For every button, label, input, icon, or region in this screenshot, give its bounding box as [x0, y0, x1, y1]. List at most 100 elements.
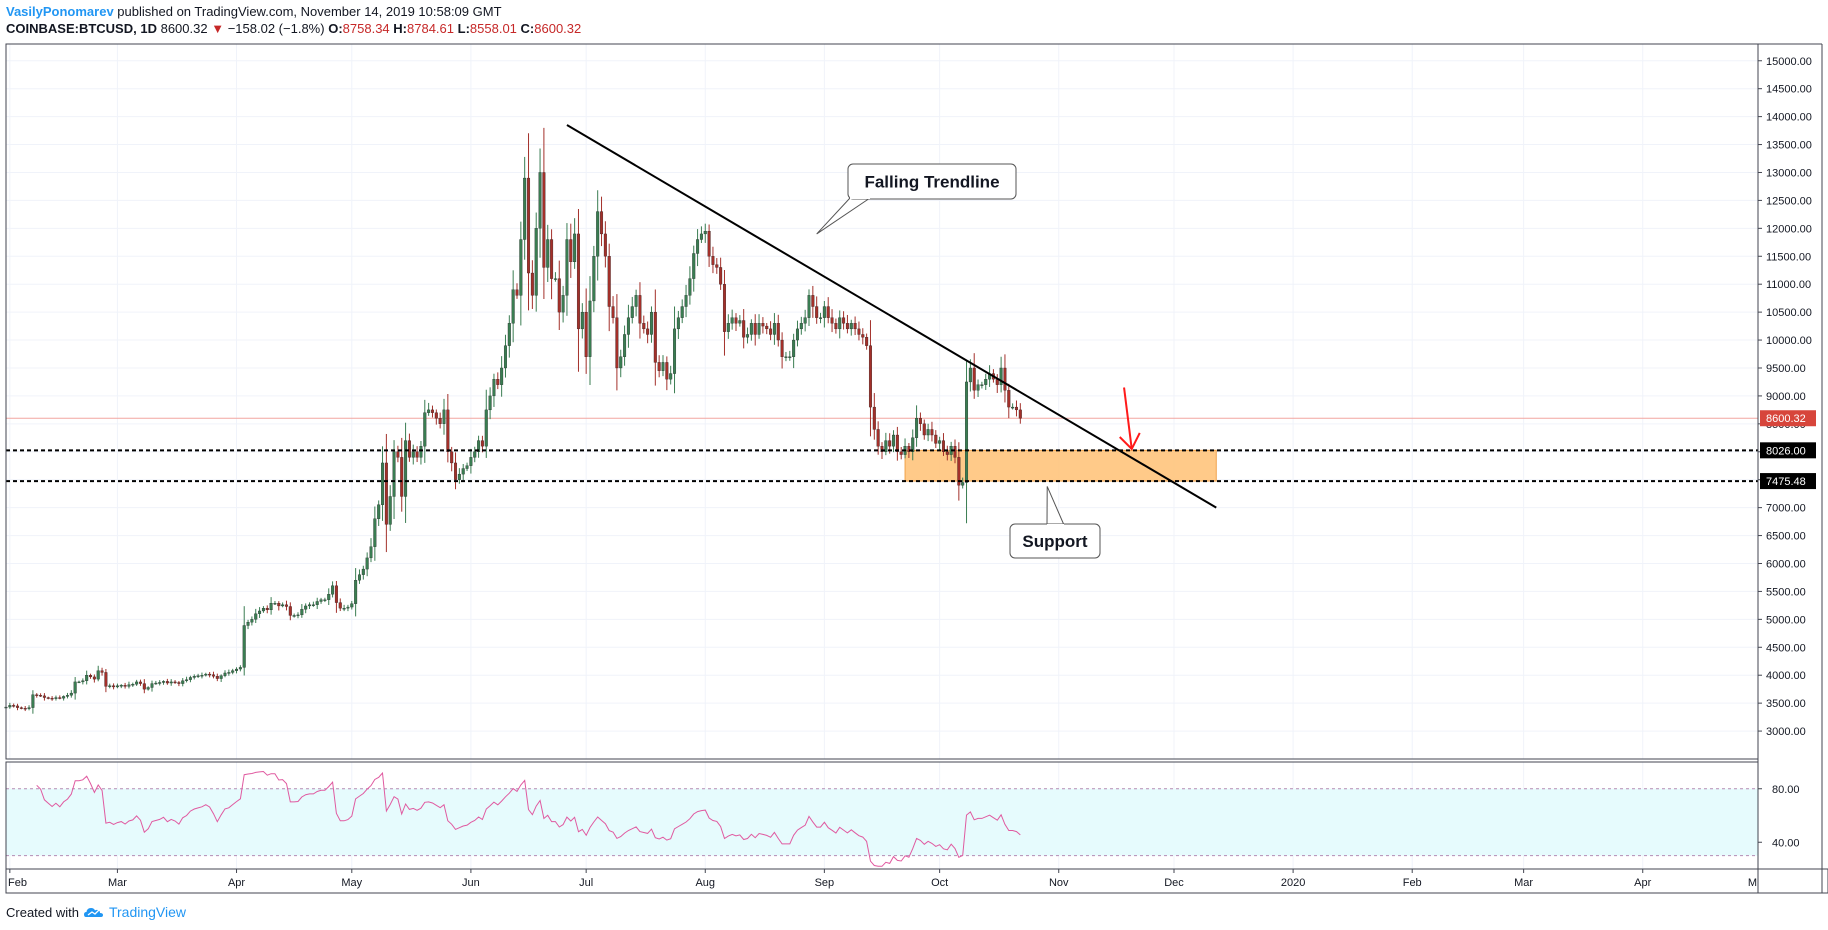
candle-body [16, 705, 20, 708]
time-scale-border [5, 868, 1828, 894]
candle-body [649, 311, 653, 335]
falling-trendline-label[interactable]: Falling Trendline [816, 163, 1017, 235]
candle [565, 223, 569, 316]
candle-body [108, 685, 112, 687]
candle [361, 565, 365, 580]
support-label[interactable]: Support [1009, 486, 1101, 559]
candle [85, 670, 89, 685]
candle-body [746, 334, 750, 338]
symbol-label[interactable]: COINBASE:BTCUSD, 1D [6, 21, 157, 36]
price-change: −158.02 (−1.8%) [227, 21, 325, 36]
candle [561, 285, 565, 323]
candle-body [980, 384, 984, 386]
falling-trendline[interactable] [566, 124, 1217, 509]
price-tick-label: 9500.00 [1766, 363, 1806, 375]
candle [39, 693, 43, 697]
candle-body [327, 594, 331, 600]
candle [895, 426, 899, 461]
candle-body [196, 675, 200, 677]
candle [688, 266, 692, 305]
candle [365, 552, 369, 577]
candle [8, 702, 12, 709]
candle [54, 695, 58, 701]
rsi-tick-label: 80.00 [1772, 784, 1800, 796]
time-axis[interactable]: Feb Mar Apr May Jun Jul Aug Sep Oct Nov Dec 2020 Feb… [8, 869, 1759, 889]
candle-body [430, 409, 434, 413]
candle-body [342, 608, 346, 610]
candle-body [250, 619, 254, 623]
candle [488, 387, 492, 420]
candle-body [373, 518, 377, 547]
candle-body [792, 339, 796, 357]
price-chart[interactable]: Falling Trendline Support 15000.00 14500.00… [0, 0, 1828, 900]
candle-body [242, 625, 246, 668]
candle [915, 405, 919, 447]
candle-body [65, 695, 69, 697]
candle [104, 669, 108, 693]
candle-body [772, 323, 776, 335]
candle-body [834, 323, 838, 330]
candle-body [73, 681, 77, 694]
candle-body [23, 708, 27, 710]
candle [865, 333, 869, 350]
support-zone[interactable] [904, 449, 1217, 482]
candle-body [580, 311, 584, 330]
candle [296, 612, 300, 619]
candle-body [112, 685, 116, 688]
candle [676, 310, 680, 339]
author-link[interactable]: VasilyPonomarev [6, 4, 114, 19]
time-tick-label: Jun [462, 877, 480, 889]
open-label: O: [328, 21, 343, 36]
candle [411, 444, 415, 465]
price-tick-label: 13000.00 [1766, 167, 1812, 179]
rsi-axis: 80.00 40.00 [1758, 784, 1800, 849]
candle [204, 672, 208, 677]
ohlc-legend: COINBASE:BTCUSD, 1D 8600.32 ▼ −158.02 (−… [6, 21, 581, 36]
candle-body [838, 317, 842, 330]
candle [615, 294, 619, 391]
candle-body [77, 681, 81, 684]
candle-body [39, 695, 43, 697]
candle [830, 309, 834, 333]
candle-body [868, 345, 872, 408]
candle-body [642, 323, 646, 330]
candle [254, 608, 258, 624]
level-price-tag-text: 8026.00 [1766, 445, 1806, 457]
candle [357, 569, 361, 584]
candle-body [546, 239, 550, 268]
candle [792, 333, 796, 369]
open-value: 8758.34 [342, 21, 390, 36]
price-tick-label: 11500.00 [1766, 251, 1811, 263]
candle-body [596, 211, 600, 257]
publish-info: VasilyPonomarev published on TradingView… [6, 4, 502, 19]
candle-body [211, 674, 215, 677]
candle-body [511, 289, 515, 324]
candle-body [669, 373, 673, 380]
tradingview-brand-link[interactable]: TradingView [108, 904, 187, 920]
candle [173, 680, 177, 684]
candle-body [776, 323, 780, 341]
callout-pointer [1046, 486, 1065, 526]
candle-body [315, 601, 319, 605]
time-tick-label: Dec [1164, 877, 1184, 889]
candle [430, 405, 434, 418]
candle-body [434, 412, 438, 419]
candle [749, 319, 753, 341]
candle-body [423, 412, 427, 447]
time-tick-label: Aug [695, 877, 715, 889]
created-with-text: Created with [6, 904, 79, 920]
candle-body [515, 289, 519, 296]
down-arrow-icon[interactable] [1119, 387, 1141, 451]
price-tick-label: 15000.00 [1766, 56, 1812, 68]
candle-body [730, 317, 734, 324]
candle-body [438, 418, 442, 424]
low-label: L: [457, 21, 470, 36]
candle-body [277, 603, 281, 607]
price-axis[interactable]: 15000.00 14500.00 14000.00 13500.00 13000.00… [1758, 56, 1812, 738]
candle-body [154, 682, 158, 685]
candle [58, 695, 62, 700]
candle [1018, 403, 1022, 424]
candle-body [765, 325, 769, 330]
candle [369, 538, 373, 563]
candle [619, 349, 623, 378]
